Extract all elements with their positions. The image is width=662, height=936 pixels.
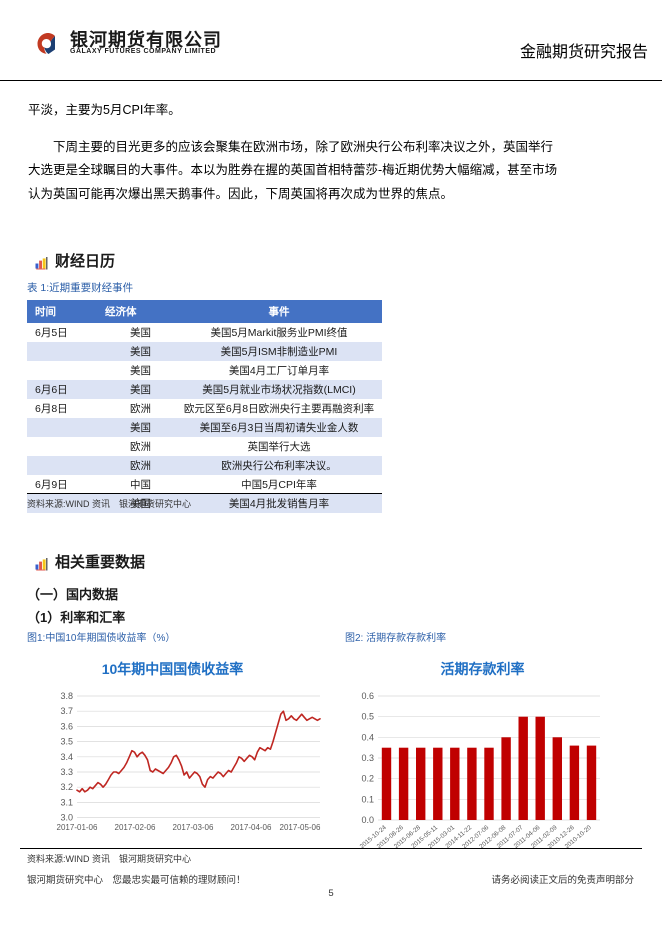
svg-text:2017-02-06: 2017-02-06 [115,823,156,832]
svg-text:3.3: 3.3 [60,767,73,777]
svg-text:0.1: 0.1 [361,794,374,804]
svg-text:3.1: 3.1 [60,797,73,807]
svg-text:3.7: 3.7 [60,706,73,716]
svg-text:3.8: 3.8 [60,692,73,701]
svg-text:2017-05-06: 2017-05-06 [280,823,321,832]
svg-text:0.2: 0.2 [361,774,374,784]
svg-text:0.3: 0.3 [361,753,374,763]
svg-text:3.2: 3.2 [60,782,73,792]
svg-text:0.6: 0.6 [361,692,374,701]
svg-text:3.4: 3.4 [60,752,73,762]
svg-text:0.5: 0.5 [361,712,374,722]
svg-text:3.5: 3.5 [60,737,73,747]
svg-text:3.0: 3.0 [60,813,73,823]
svg-text:3.6: 3.6 [60,721,73,731]
svg-text:2017-03-06: 2017-03-06 [173,823,214,832]
svg-text:2017-01-06: 2017-01-06 [57,823,98,832]
svg-text:2017-04-06: 2017-04-06 [231,823,272,832]
svg-text:0.4: 0.4 [361,732,374,742]
svg-text:0.0: 0.0 [361,815,374,825]
